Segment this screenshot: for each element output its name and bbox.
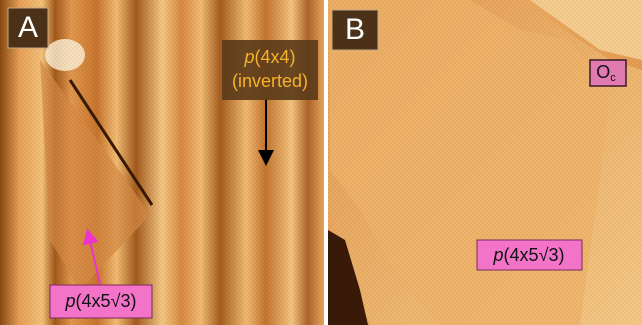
label-italic: p <box>493 245 504 265</box>
figure: A p(4x4) (inverted) p(4x5√3) B Oc p(4x5√… <box>0 0 642 325</box>
label: p(4x4) <box>243 47 295 67</box>
label-line2: (inverted) <box>232 71 308 91</box>
label-text: (4x4) <box>255 47 296 67</box>
label-italic: p <box>65 291 76 311</box>
label: p(4x5√3) <box>65 291 137 311</box>
panel-a: A p(4x4) (inverted) p(4x5√3) <box>0 0 324 325</box>
panel-letter: B <box>345 13 365 46</box>
label-sub: c <box>610 72 616 84</box>
label-text: (4x5√3) <box>76 291 137 311</box>
label-main: O <box>596 62 610 82</box>
label-text: (4x5√3) <box>504 245 565 265</box>
label-italic: p <box>243 47 254 67</box>
label: p(4x5√3) <box>493 245 565 265</box>
panel-b: B Oc p(4x5√3) <box>328 0 642 325</box>
panel-letter: A <box>18 11 38 44</box>
